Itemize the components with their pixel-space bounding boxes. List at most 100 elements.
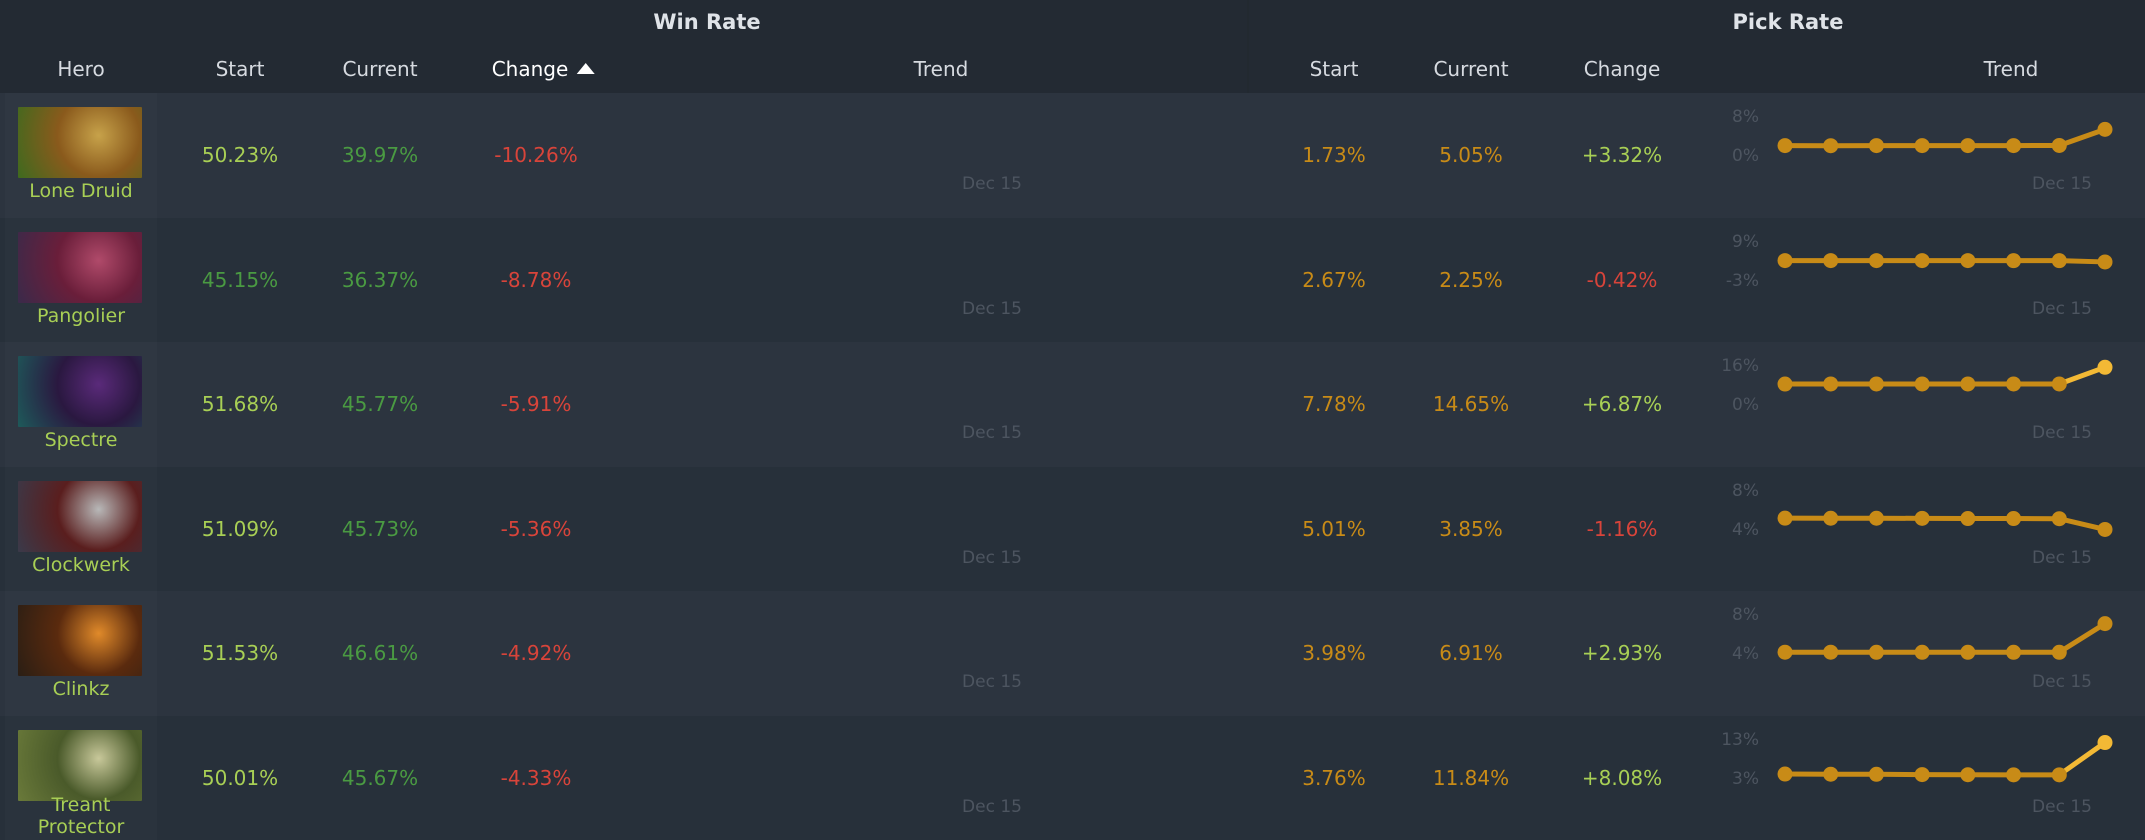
trend-line-segment: [2056, 126, 2108, 148]
hero-portrait[interactable]: [18, 107, 142, 178]
column-header-pick-current[interactable]: Current: [1433, 57, 1509, 81]
column-header-pick-change[interactable]: Change: [1583, 57, 1661, 81]
pick-rate-current: 2.25%: [1439, 267, 1503, 292]
trend-point: [2097, 253, 2113, 269]
trend-point: [2051, 376, 2067, 392]
pick-rate-change: +3.32%: [1581, 143, 1663, 167]
trend-line-segment: [2056, 515, 2108, 532]
table-row[interactable]: Clinkz 51.53% 46.61% -4.92% 3.98% 6.91% +2.93%…: [0, 591, 2145, 716]
trend-point: [1914, 766, 1930, 782]
trend-point: [1823, 510, 1839, 526]
trend-date-label: Dec 15: [962, 672, 1022, 692]
table-row[interactable]: Treant Protector 50.01% 45.67% -4.33% 3.76% 1…: [0, 715, 2145, 840]
pick-rate-current: 6.91%: [1439, 641, 1503, 665]
hero-portrait[interactable]: [18, 356, 142, 427]
trend-point: [2006, 644, 2022, 660]
trend-point: [1914, 252, 1930, 268]
win-rate-trend-chart: 54%42%Dec 15: [962, 672, 1022, 692]
column-header-win-change[interactable]: Change: [492, 57, 595, 81]
hero-name[interactable]: Lone Druid: [29, 180, 133, 202]
pick-rate-trend-chart: 8% 0% Dec 15: [1732, 107, 2113, 194]
column-header-win-trend[interactable]: Trend: [913, 57, 969, 81]
column-header-pick-start[interactable]: Start: [1309, 57, 1359, 81]
trend-point: [1868, 510, 1884, 526]
column-header-win-current[interactable]: Current: [342, 57, 418, 81]
hero-name[interactable]: Pangolier: [36, 304, 126, 327]
win-rate-start: 50.23%: [201, 143, 279, 167]
trend-point: [2051, 766, 2067, 782]
trend-date-label: Dec 15: [2032, 548, 2092, 568]
hero-portrait[interactable]: [18, 729, 142, 801]
trend-axis-min-label: 4%: [1732, 520, 1759, 540]
pick-rate-current: 3.85%: [1439, 516, 1503, 541]
table-row[interactable]: Pangolier 45.15% 36.37% -8.78% 2.67% 2.25% -0.…: [0, 217, 2145, 342]
trend-point: [2097, 121, 2113, 137]
trend-date-label: Dec 15: [962, 174, 1022, 194]
pick-rate-current: 14.65%: [1432, 392, 1510, 416]
trend-point: [2051, 137, 2067, 153]
trend-axis-max-label: 13%: [1721, 730, 1759, 750]
win-rate-current: 36.37%: [341, 267, 419, 292]
pick-rate-start: 2.67%: [1302, 267, 1366, 292]
trend-point: [1960, 376, 1976, 392]
pick-rate-change: +2.93%: [1581, 641, 1663, 665]
pick-rate-current: 5.05%: [1439, 143, 1503, 167]
column-header-win-start[interactable]: Start: [215, 57, 265, 81]
win-rate-trend-chart: 52%44%Dec 15: [962, 548, 1022, 568]
pick-rate-start: 5.01%: [1302, 516, 1366, 541]
hero-name[interactable]: Clockwerk: [32, 553, 130, 576]
trend-point: [1960, 510, 1976, 526]
win-rate-start: 45.15%: [201, 267, 279, 292]
trend-date-label: Dec 15: [962, 299, 1022, 319]
trend-point: [1777, 252, 1793, 268]
pick-rate-start: 3.76%: [1302, 765, 1366, 790]
trend-axis-max-label: 8%: [1732, 481, 1759, 501]
win-rate-start: 50.01%: [201, 765, 279, 790]
trend-axis-min-label: 0%: [1732, 146, 1759, 166]
win-rate-start: 51.53%: [201, 641, 279, 665]
trend-point: [1868, 376, 1884, 392]
column-header-hero[interactable]: Hero: [57, 57, 105, 81]
table-row[interactable]: Spectre 51.68% 45.77% -5.91% 7.78% 14.65% +6.8…: [0, 342, 2145, 467]
win-rate-current: 45.73%: [341, 516, 419, 541]
trend-date-label: Dec 15: [962, 548, 1022, 568]
win-rate-change: -4.92%: [500, 641, 572, 665]
trend-date-label: Dec 15: [2032, 672, 2092, 692]
table-row[interactable]: Lone Druid 50.23% 39.97% -10.26% 1.73% 5.05% +…: [0, 93, 2145, 218]
pick-rate-start: 3.98%: [1302, 641, 1366, 665]
win-rate-trend-chart: 56%24%Dec 15: [962, 299, 1022, 319]
trend-point: [2097, 359, 2113, 375]
trend-date-label: Dec 15: [2032, 797, 2092, 817]
trend-point: [1868, 766, 1884, 782]
trend-point: [1868, 252, 1884, 268]
trend-point: [1960, 138, 1976, 154]
trend-point: [1777, 376, 1793, 392]
table-row[interactable]: Clockwerk 51.09% 45.73% -5.36% 5.01% 3.85% -1.…: [0, 466, 2145, 591]
trend-point: [1823, 138, 1839, 154]
win-rate-change: -4.33%: [500, 765, 572, 790]
trend-line-segment: [2056, 364, 2108, 387]
trend-point: [1823, 376, 1839, 392]
trend-date-label: Dec 15: [2032, 174, 2092, 194]
trend-point: [2006, 510, 2022, 526]
trend-point: [1914, 510, 1930, 526]
hero-portrait[interactable]: [18, 231, 142, 303]
trend-point: [1777, 644, 1793, 660]
trend-point: [2006, 252, 2022, 268]
hero-portrait[interactable]: [18, 480, 142, 552]
trend-line-segment: [2056, 621, 2108, 655]
trend-point: [2006, 376, 2022, 392]
trend-point: [2051, 510, 2067, 526]
trend-axis-max-label: 9%: [1732, 232, 1759, 252]
trend-point: [1914, 376, 1930, 392]
trend-point: [1868, 138, 1884, 154]
hero-name[interactable]: Clinkz: [52, 678, 110, 700]
hero-portrait[interactable]: [18, 605, 142, 676]
pick-rate-trend-chart: 8% 4% Dec 15: [1732, 481, 2113, 568]
hero-name[interactable]: Treant Protector: [37, 793, 125, 838]
trend-axis-max-label: 16%: [1721, 356, 1759, 376]
trend-date-label: Dec 15: [962, 797, 1022, 817]
pick-rate-trend-chart: 8% 4% Dec 15: [1732, 605, 2113, 692]
hero-name[interactable]: Spectre: [44, 429, 118, 451]
column-header-pick-trend[interactable]: Trend: [1983, 57, 2039, 81]
